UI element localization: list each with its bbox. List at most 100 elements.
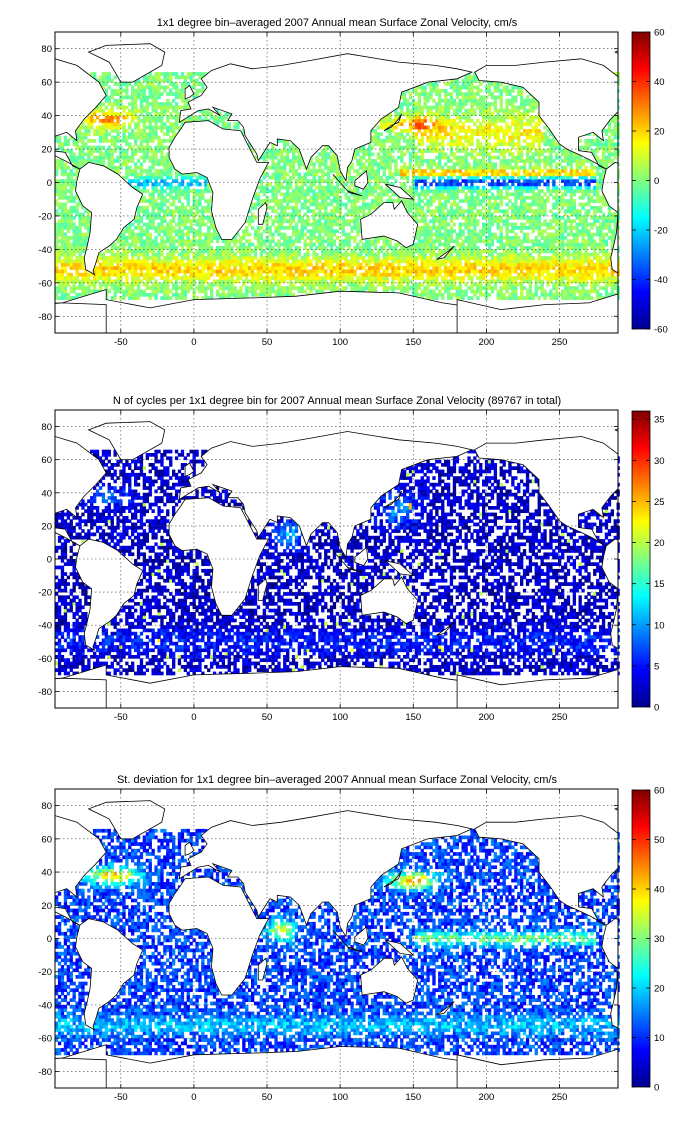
heatmap-cell [587,296,591,300]
heatmap-cell [403,185,407,190]
heatmap-cell [139,229,144,234]
heatmap-cell [198,276,202,280]
heatmap-cell [441,279,445,284]
heatmap-cell [435,276,439,280]
heatmap-cell [373,272,378,277]
heatmap-cell [531,185,536,190]
heatmap-cell [297,209,302,214]
heatmap-cell [169,219,173,224]
heatmap-cell [455,202,460,207]
heatmap-cell [581,292,585,297]
heatmap-cell [136,209,141,214]
heatmap-cell [467,205,471,210]
heatmap-cell [449,286,454,290]
heatmap-cell [283,276,287,280]
heatmap-cell [335,192,340,197]
heatmap-cell [543,249,547,254]
heatmap-cell [356,185,360,190]
heatmap-cell [148,249,152,254]
heatmap-cell [540,229,544,234]
heatmap-cell [596,279,600,284]
heatmap-cell [215,236,220,240]
heatmap-cell [444,279,448,284]
heatmap-cell [84,242,88,247]
heatmap-cell [367,249,372,254]
heatmap-cell [604,226,609,230]
heatmap-cell [566,249,571,254]
heatmap-cell [151,182,155,187]
heatmap-cell [306,229,310,234]
heatmap-cell [289,179,293,183]
heatmap-cell [215,252,220,257]
heatmap-cell [195,202,199,207]
heatmap-cell [522,215,527,220]
heatmap-cell [458,205,462,210]
heatmap-cell [505,269,509,274]
heatmap-cell [367,256,372,260]
heatmap-cell [66,199,71,203]
heatmap-cell [180,232,185,237]
heatmap-cell [104,256,109,260]
heatmap-cell [131,272,135,277]
heatmap-cell [55,189,59,193]
heatmap-cell [517,182,521,187]
heatmap-cell [382,189,386,193]
heatmap-cell [599,259,603,264]
heatmap-cell [411,266,416,270]
heatmap-cell [613,219,617,224]
heatmap-cell [289,292,293,297]
heatmap-cell [490,195,495,200]
heatmap-cell [259,236,264,240]
heatmap-cell [210,222,214,227]
heatmap-cell [303,246,307,250]
heatmap-cell [180,276,185,280]
heatmap-cell [610,292,615,297]
heatmap-cell [321,192,325,197]
heatmap-cell [75,279,79,284]
heatmap-cell [467,172,471,177]
heatmap-cell [201,222,205,227]
heatmap-cell [251,276,255,280]
heatmap-cell [482,212,486,217]
heatmap-cell [537,269,541,274]
heatmap-cell [321,256,325,260]
heatmap-cell [57,189,62,193]
heatmap-cell [122,296,126,300]
heatmap-cell [578,219,582,224]
heatmap-cell [572,219,577,224]
heatmap-cell [63,195,68,200]
heatmap-cell [584,296,588,300]
heatmap-cell [417,272,422,277]
heatmap-cell [584,209,588,214]
heatmap-cell [528,215,533,220]
heatmap-cell [324,259,328,264]
heatmap-cell [253,215,258,220]
heatmap-cell [95,279,100,284]
heatmap-cell [242,252,246,257]
heatmap-cell [432,209,436,214]
heatmap-cell [98,276,103,280]
heatmap-cell [215,272,220,277]
heatmap-cell [180,279,185,284]
heatmap-cell [289,289,293,294]
heatmap-cell [172,282,176,287]
heatmap-cell [514,202,518,207]
heatmap-cell [69,276,73,280]
heatmap-cell [63,269,68,274]
heatmap-cell [525,266,530,270]
heatmap-cell [151,219,155,224]
heatmap-cell [490,252,495,257]
heatmap-cell [230,252,234,257]
heatmap-cell [327,229,331,234]
heatmap-cell [546,179,550,183]
heatmap-cell [584,289,588,294]
heatmap-cell [593,232,597,237]
heatmap-cell [601,222,606,227]
heatmap-cell [446,189,451,193]
heatmap-cell [338,205,343,210]
heatmap-cell [297,229,302,234]
heatmap-cell [566,185,571,190]
heatmap-cell [446,212,451,217]
heatmap-cell [335,262,340,267]
heatmap-cell [566,289,571,294]
